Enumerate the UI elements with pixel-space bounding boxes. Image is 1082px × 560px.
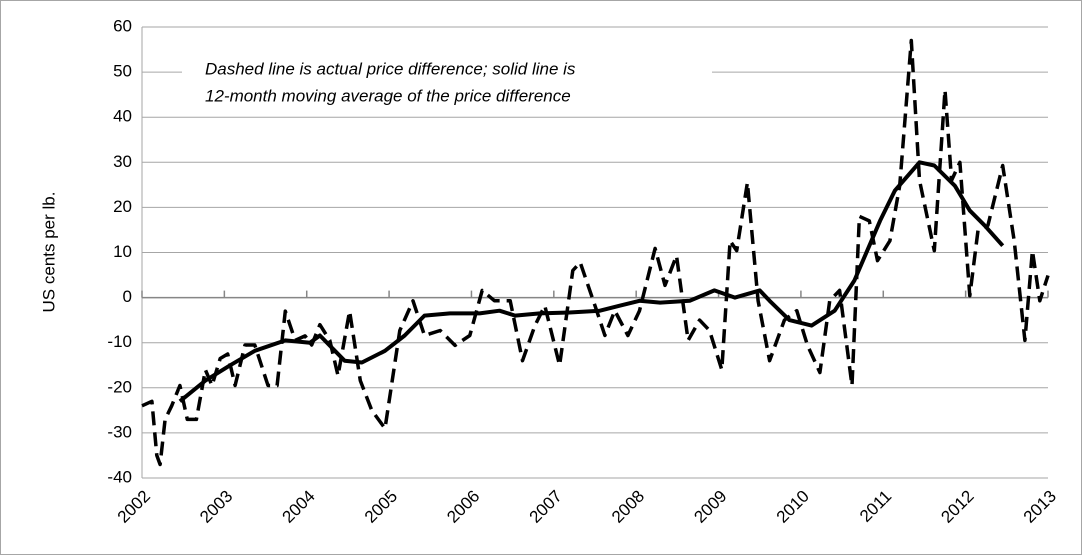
- annotation: Dashed line is actual price difference; …: [205, 59, 576, 78]
- y-tick-label: 10: [113, 242, 132, 261]
- annotation: 12-month moving average of the price dif…: [205, 86, 571, 105]
- solid-line: [178, 160, 1005, 403]
- y-tick-label: 0: [123, 287, 132, 306]
- y-tick-label: -10: [107, 332, 132, 351]
- y-axis-label: US cents per lb.: [39, 192, 58, 313]
- y-tick-label: 20: [113, 197, 132, 216]
- y-tick-label: 50: [113, 62, 132, 81]
- y-tick-label: -20: [107, 377, 132, 396]
- annotation-box: [182, 55, 712, 105]
- y-tick-label: -30: [107, 422, 132, 441]
- y-tick-label: -40: [107, 467, 132, 486]
- y-tick-label: 30: [113, 152, 132, 171]
- y-tick-label: 60: [113, 16, 132, 35]
- dashed-line: [141, 38, 1050, 467]
- y-tick-label: 40: [113, 107, 132, 126]
